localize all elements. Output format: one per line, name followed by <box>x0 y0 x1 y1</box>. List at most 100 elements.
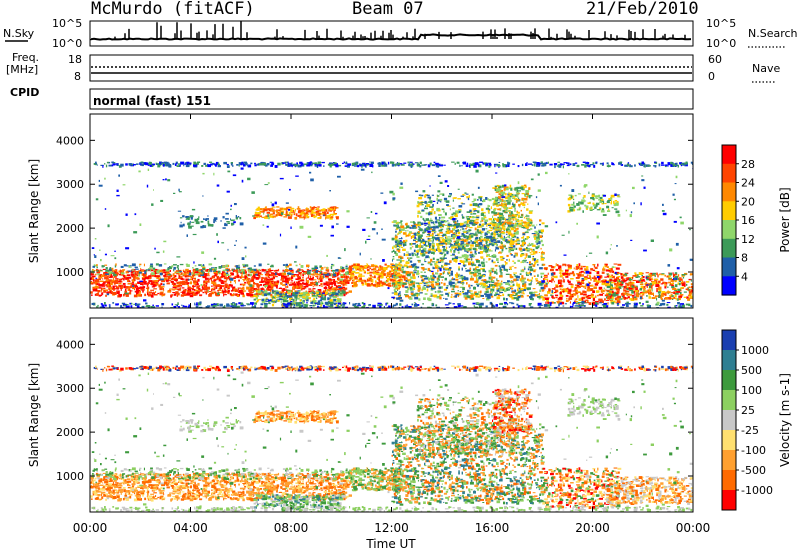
power-cell <box>108 272 111 275</box>
power-cell <box>252 290 254 293</box>
power-cell <box>97 271 100 273</box>
power-cell <box>205 273 208 276</box>
power-cell <box>406 225 410 229</box>
power-cell <box>348 271 351 275</box>
power-cell <box>520 209 522 212</box>
power-cell <box>326 269 330 272</box>
power-cell <box>504 268 508 271</box>
power-cell <box>308 288 312 290</box>
power-cell <box>484 270 487 273</box>
power-cell <box>277 268 280 272</box>
power-cell <box>424 277 428 280</box>
power-cell <box>323 272 328 275</box>
power-cell <box>593 278 596 282</box>
power-cell <box>191 276 193 279</box>
power-cell <box>536 283 538 285</box>
power-cell <box>425 218 429 221</box>
power-cell <box>448 227 450 229</box>
power-cell <box>504 261 506 263</box>
power-cell <box>515 191 519 194</box>
power-cell <box>607 266 609 268</box>
power-cell <box>413 271 416 274</box>
power-cell <box>615 288 620 291</box>
power-cell <box>364 282 367 285</box>
power-cell <box>535 240 539 243</box>
power-cell <box>534 291 538 293</box>
power-cell <box>573 267 575 270</box>
power-cell <box>178 277 180 279</box>
power-cell <box>510 227 513 230</box>
power-cell <box>268 276 271 279</box>
power-cell <box>472 247 477 251</box>
power-cell <box>382 282 386 285</box>
power-cell <box>464 245 466 249</box>
power-cell <box>516 238 518 241</box>
power-cell <box>511 206 513 208</box>
power-cell <box>569 272 573 275</box>
power-cell <box>512 245 516 248</box>
power-cell <box>428 238 432 240</box>
power-cell <box>390 263 394 266</box>
power-cell <box>612 300 616 303</box>
power-cell <box>423 247 427 250</box>
power-cell <box>449 208 451 211</box>
power-cell <box>464 292 469 295</box>
power-cell <box>408 233 411 237</box>
power-cell <box>431 229 436 231</box>
power-cell <box>153 294 158 296</box>
power-cell <box>534 230 538 233</box>
power-cell <box>458 230 460 232</box>
power-cell <box>247 268 252 272</box>
power-cell <box>518 197 520 200</box>
power-cell <box>182 280 186 284</box>
power-cell <box>600 300 604 303</box>
power-cell <box>251 270 255 273</box>
power-cell <box>106 275 109 278</box>
power-cell <box>386 272 391 275</box>
power-cell <box>113 275 117 278</box>
power-cell <box>373 272 376 275</box>
power-cell <box>565 271 569 274</box>
power-cell <box>253 294 257 297</box>
power-cell <box>96 270 99 272</box>
power-cell <box>261 298 264 302</box>
power-cell <box>424 224 427 226</box>
power-cell <box>118 294 123 297</box>
power-cell <box>505 186 509 189</box>
power-cell <box>476 248 478 251</box>
power-cell <box>487 224 491 226</box>
power-cell <box>592 298 595 301</box>
power-cell <box>506 241 509 244</box>
power-cell <box>136 274 138 277</box>
power-cell <box>578 298 582 301</box>
power-cell <box>470 240 472 242</box>
power-cell <box>461 232 464 236</box>
power-cell <box>337 270 340 274</box>
power-cell <box>502 193 504 197</box>
power-cell <box>326 284 330 286</box>
power-cell <box>523 259 527 261</box>
power-cell <box>133 270 136 272</box>
power-cell <box>432 277 436 279</box>
power-cell <box>454 292 459 295</box>
power-cell <box>490 284 492 286</box>
power-cell <box>476 216 480 219</box>
power-cell <box>160 291 164 293</box>
power-cell <box>533 252 536 255</box>
power-cell <box>328 280 332 282</box>
power-cell <box>275 275 278 278</box>
power-cell <box>394 251 397 254</box>
power-cell <box>237 291 240 293</box>
power-cell <box>393 264 395 268</box>
power-cell <box>529 244 532 246</box>
power-cell <box>503 282 507 284</box>
power-cell <box>469 203 473 207</box>
power-cell <box>241 283 246 286</box>
power-cell <box>203 287 208 290</box>
power-cell <box>551 288 555 290</box>
power-cell <box>433 274 435 278</box>
power-cell <box>412 273 415 277</box>
power-cell <box>502 293 505 297</box>
power-cell <box>126 274 131 276</box>
power-cell <box>406 266 409 269</box>
